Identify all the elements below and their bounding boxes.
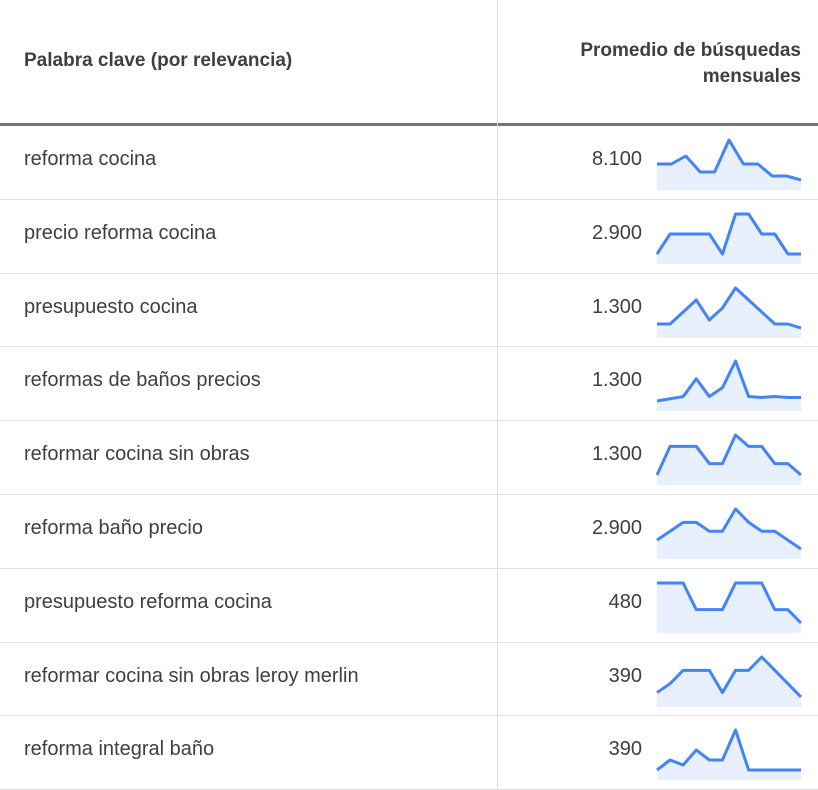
keyword-cell: precio reforma cocina (24, 221, 217, 244)
volume-header-line1: Promedio de búsquedas (580, 40, 801, 61)
sparkline-line (656, 507, 802, 551)
column-divider (497, 273, 498, 347)
trend-sparkline (657, 138, 802, 190)
column-divider (497, 347, 498, 421)
sparkline-line (656, 433, 802, 477)
sparkline-line (657, 581, 802, 624)
keyword-column-header[interactable]: Palabra clave (por relevancia) (24, 50, 293, 71)
table-row[interactable]: precio reforma cocina 2.900 (0, 199, 818, 274)
table-row[interactable]: reformar cocina sin obras leroy merlin 39… (0, 642, 818, 717)
trend-sparkline (656, 655, 802, 707)
sparkline-area (657, 361, 801, 412)
volume-cell: 480 (608, 590, 642, 613)
trend-sparkline (656, 212, 801, 264)
volume-column-header[interactable]: Promedio de búsquedas mensuales (501, 38, 801, 90)
column-divider (497, 0, 498, 126)
keyword-cell: presupuesto cocina (24, 295, 198, 318)
volume-cell: 1.300 (591, 443, 642, 466)
table-row[interactable]: reformar cocina sin obras 1.300 (0, 421, 818, 495)
table-row[interactable]: presupuesto reforma cocina 480 (0, 568, 818, 643)
table-row[interactable]: presupuesto cocina 1.300 (0, 273, 818, 348)
table-body: reforma cocina 8.100 precio reforma cocina… (0, 126, 818, 790)
table-row[interactable]: reforma integral baño 390 (0, 716, 818, 790)
sparkline-line (657, 138, 802, 182)
column-divider (497, 568, 498, 642)
trend-sparkline (656, 728, 801, 781)
column-divider (497, 716, 498, 790)
table-row[interactable]: reforma baño precio 2.900 (0, 494, 818, 569)
sparkline-line (657, 286, 802, 330)
table-row[interactable]: reforma cocina 8.100 (0, 126, 818, 200)
table-row[interactable]: reformas de baños precios 1.300 (0, 347, 818, 422)
keyword-cell: reforma cocina (24, 148, 157, 170)
volume-cell: 2.900 (591, 516, 642, 539)
volume-header-line2: mensuales (702, 66, 801, 87)
sparkline-line (656, 212, 801, 256)
sparkline-area (657, 508, 801, 559)
column-divider (497, 421, 498, 494)
sparkline-area (657, 213, 801, 264)
keyword-cell: reforma baño precio (24, 516, 203, 539)
sparkline-area (657, 582, 801, 633)
column-divider (497, 126, 498, 199)
sparkline-line (656, 359, 801, 403)
trend-sparkline (656, 433, 802, 486)
sparkline-area (657, 730, 801, 781)
volume-cell: 390 (608, 664, 642, 687)
trend-sparkline (656, 507, 802, 559)
column-divider (497, 199, 498, 273)
trend-sparkline (656, 359, 801, 412)
sparkline-area (657, 140, 801, 190)
volume-cell: 2.900 (591, 221, 642, 244)
keyword-cell: reformas de baños precios (24, 369, 261, 392)
volume-cell: 1.300 (591, 369, 642, 392)
sparkline-line (656, 655, 802, 698)
keyword-cell: presupuesto reforma cocina (24, 590, 272, 613)
volume-cell: 390 (608, 738, 642, 761)
sparkline-area (657, 287, 801, 338)
sparkline-line (656, 728, 801, 772)
keyword-cell: reforma integral baño (24, 738, 215, 761)
column-divider (497, 494, 498, 568)
column-divider (497, 642, 498, 716)
trend-sparkline (657, 286, 802, 338)
volume-cell: 1.300 (591, 295, 642, 318)
trend-sparkline (657, 581, 802, 633)
table-header: Palabra clave (por relevancia) Promedio … (0, 0, 818, 126)
keyword-cell: reformar cocina sin obras (24, 443, 250, 466)
volume-cell: 8.100 (591, 148, 642, 170)
sparkline-area (657, 435, 801, 486)
keyword-cell: reformar cocina sin obras leroy merlin (24, 664, 359, 687)
